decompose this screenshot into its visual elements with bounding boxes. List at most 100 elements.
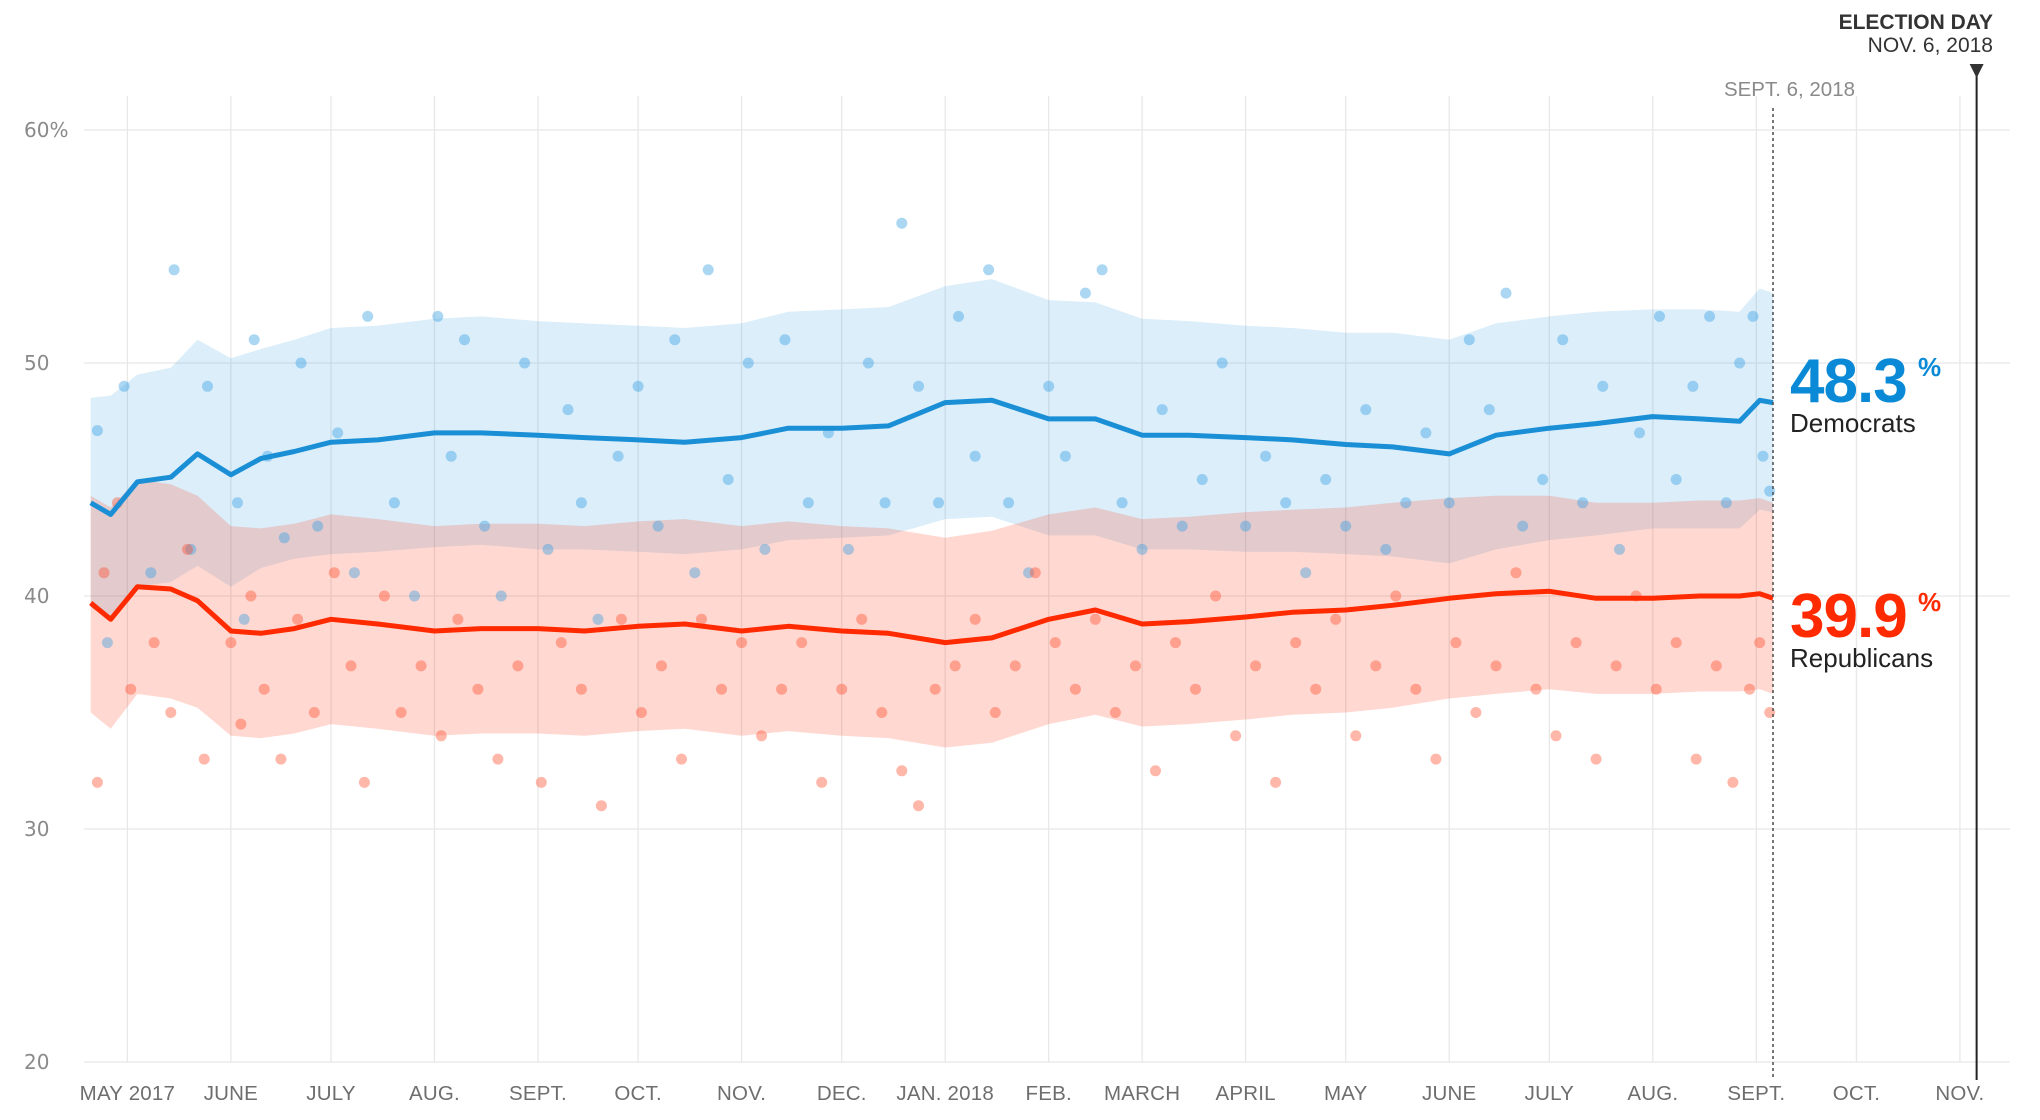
democrats-poll-dot [969,450,981,462]
democrats-poll-dot [913,380,924,392]
dem-current-value: 48.3 [1790,347,1907,416]
democrats-poll-dot [1003,497,1015,509]
democrats-poll-dot [742,357,754,369]
republicans-poll-dot [472,683,484,695]
republicans-poll-dot [292,613,304,625]
democrats-poll-dot [862,357,874,369]
republicans-poll-dot [1754,637,1766,649]
democrats-poll-dot [1443,497,1455,509]
republicans-poll-dot [125,683,137,695]
republicans-poll-dot [328,567,340,579]
democrats-poll-dot [362,310,374,322]
democrats-poll-dot [1670,474,1682,485]
republicans-poll-dot [1310,683,1322,695]
republicans-poll-dot [776,683,788,695]
republicans-poll-dot [258,683,270,695]
dem-series-name: Democrats [1790,408,1916,438]
republicans-poll-dot [358,776,370,788]
republicans-poll-dot [165,707,177,718]
republicans-poll-dot [1590,753,1602,765]
democrats-poll-dot [722,474,734,485]
rep-percent-sign: % [1918,587,1941,617]
democrats-poll-dot [1420,427,1432,439]
democrats-uncertainty-band [90,279,1774,620]
republicans-poll-dot [308,707,320,718]
democrats-poll-dot [562,404,574,416]
democrats-poll-dot [1023,567,1035,579]
democrats-poll-dot [1096,264,1108,276]
democrats-poll-dot [1720,497,1732,509]
democrats-poll-dot [1280,497,1292,509]
republicans-poll-dot [395,707,407,718]
republicans-average-line [89,584,1774,646]
republicans-poll-dot [91,776,103,788]
democrats-poll-dot [1400,497,1412,509]
republicans-poll-dot [1150,765,1161,777]
republicans-poll-dot [929,683,941,695]
democrats-poll-dot [759,543,771,555]
democrats-poll-dot [1483,404,1495,416]
democrats-poll-dot [652,520,664,532]
republicans-poll-dot [1069,683,1081,695]
republicans-poll-dot [225,637,237,649]
date-markers [1772,64,1984,1080]
democrats-poll-dot [1634,427,1645,439]
republicans-poll-dot [415,660,427,672]
republicans-poll-dot [595,800,607,812]
republicans-poll-dot [1270,776,1282,788]
democrats-poll-dot [1116,497,1128,509]
democrats-poll-dot [1300,567,1312,579]
x-tick-label: MAY 2017 [80,1082,175,1105]
democrats-poll-dot [348,567,360,579]
republicans-poll-dot [1390,590,1402,602]
democrats-poll-dot [332,427,344,439]
democrats-poll-dot [101,637,113,649]
democrats-poll-dot [702,264,714,276]
republicans-poll-dot [656,660,667,672]
election-day-date: NOV. 6, 2018 [1868,34,1993,57]
democrats-poll-dot [388,497,400,509]
democrats-poll-dot [278,532,290,544]
democrats-poll-dot [118,380,130,392]
democrats-poll-dot [1577,497,1589,509]
x-tick-label: OCT. [1833,1082,1881,1105]
democrats-poll-dot [1320,474,1332,485]
republicans-poll-dot [345,660,357,672]
democrats-poll-dot [842,543,854,555]
democrats-poll-dot [459,334,470,346]
y-tick-label: 30 [24,817,49,841]
democrats-poll-dot [91,425,103,437]
rep-current-value: 39.9 [1790,582,1907,651]
republicans-poll-dot [435,730,447,742]
republicans-poll-dot [452,613,464,625]
republicans-poll-dot [756,730,768,742]
democrats-poll-dot [879,497,891,509]
average-lines [89,397,1774,646]
election-day-triangle-icon [1969,64,1984,78]
republicans-poll-dot [1009,660,1021,672]
republicans-poll-dot [1370,660,1382,672]
x-tick-label: AUG. [1627,1082,1678,1105]
democrats-poll-dot [1156,404,1168,416]
democrats-poll-dot [1216,357,1228,369]
republicans-poll-dot [816,776,828,788]
x-tick-label: JULY [1525,1082,1575,1105]
republicans-poll-dot [1570,637,1582,649]
democrats-poll-dot [1380,543,1392,555]
x-tick-label: JUNE [1422,1082,1476,1105]
republicans-poll-dot [1690,753,1702,765]
democrats-poll-dot [1136,543,1148,555]
x-tick-label: JULY [306,1082,356,1105]
republicans-poll-dot [1230,730,1242,742]
democrats-poll-dot [592,613,604,625]
democrats-poll-dot [779,334,791,346]
republicans-poll-dot [696,613,707,625]
democrats-poll-dot [1654,310,1665,322]
democrats-poll-dot [409,590,420,602]
republicans-poll-dot [555,637,567,649]
x-tick-label: MAY [1324,1082,1368,1105]
republicans-poll-dot [1510,567,1522,579]
democrats-poll-dot [432,310,444,322]
democrats-poll-dot [632,380,644,392]
